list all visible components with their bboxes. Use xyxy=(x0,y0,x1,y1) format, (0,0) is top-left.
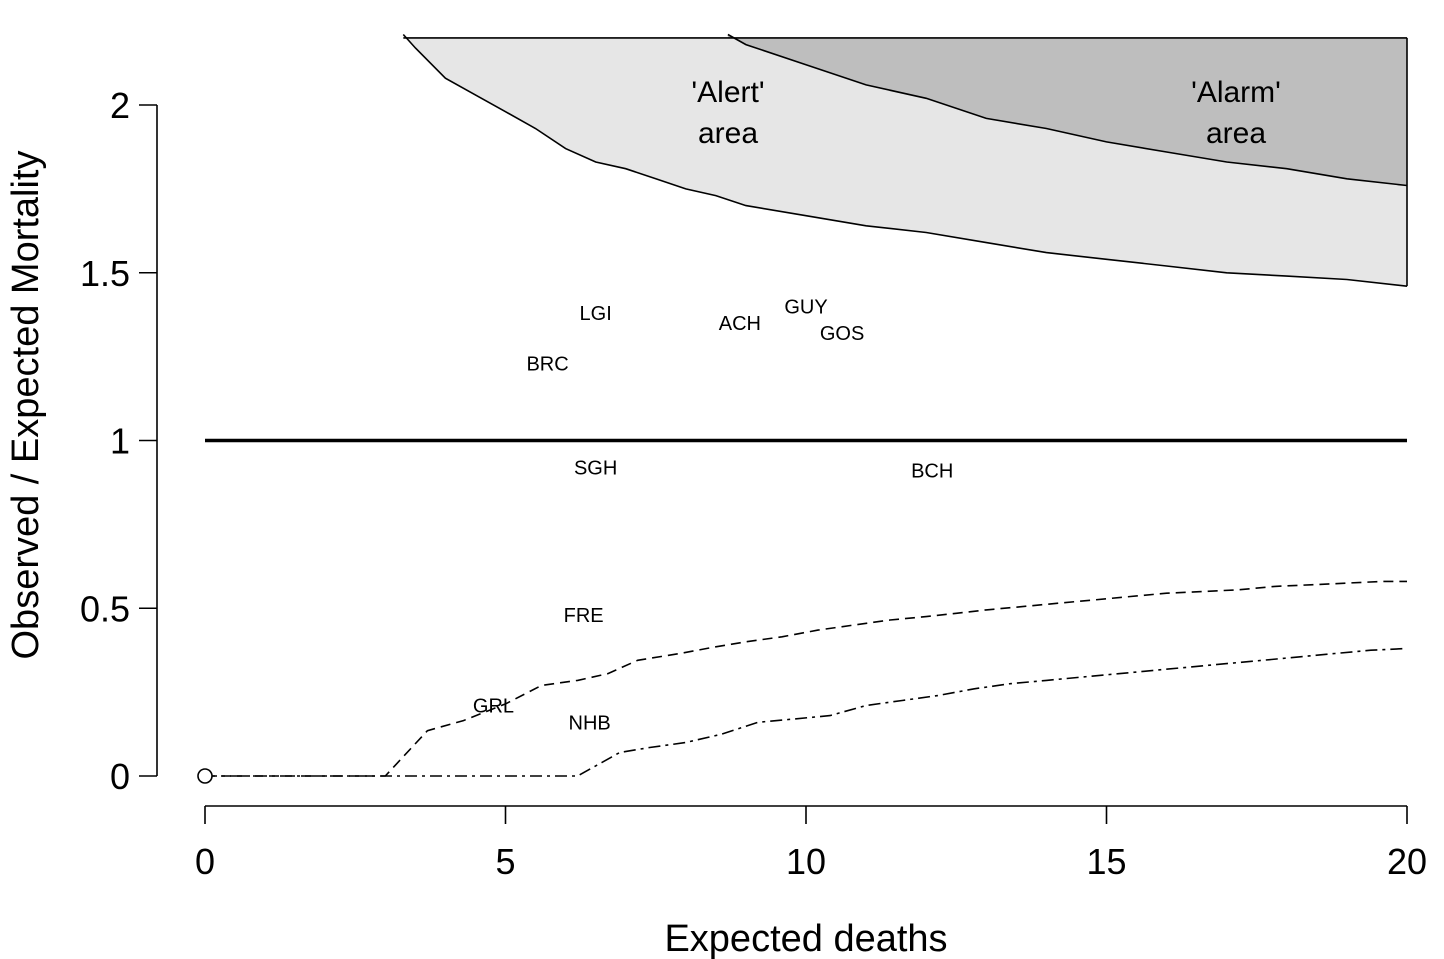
x-tick-label: 20 xyxy=(1387,841,1427,882)
x-axis-title: Expected deaths xyxy=(664,918,947,959)
point-label-sgh: SGH xyxy=(574,457,617,479)
fill-layer xyxy=(403,34,1407,287)
point-label-brc: BRC xyxy=(526,353,568,375)
lower-limit-dotdash-line xyxy=(205,647,1408,777)
origin-point xyxy=(197,768,213,784)
x-tick-label: 0 xyxy=(195,841,215,882)
point-label-gos: GOS xyxy=(820,323,864,345)
alert-area-label-line1: 'Alert' xyxy=(691,76,764,109)
x-tick-label: 10 xyxy=(786,841,826,882)
axes-layer: 00.511.520 5 10 15 20 xyxy=(80,85,1427,882)
y-tick-label: 2 xyxy=(110,85,130,126)
line-layer xyxy=(197,33,1408,784)
x-tick-label: 15 xyxy=(1086,841,1126,882)
point-label-guy: GUY xyxy=(784,296,827,318)
alarm-area-label-line1: 'Alarm' xyxy=(1191,76,1281,109)
label-layer: 'Alert' area 'Alarm' area Expected death… xyxy=(5,76,1281,959)
y-tick-label: 0.5 xyxy=(80,588,130,629)
point-label-fre: FRE xyxy=(564,605,604,627)
alarm-area-label-line2: area xyxy=(1206,117,1266,150)
y-tick-label: 1 xyxy=(110,421,130,462)
point-label-ach: ACH xyxy=(719,313,761,335)
y-tick-label: 0 xyxy=(110,756,130,797)
alarm-boundary-line xyxy=(727,33,1408,187)
alert-boundary-line xyxy=(402,33,1408,287)
y-axis-title: Observed / Expected Mortality xyxy=(5,151,47,660)
point-label-bch: BCH xyxy=(911,461,953,483)
point-label-grl: GRL xyxy=(473,696,514,718)
alarm-area xyxy=(727,34,1407,186)
point-label-lgi: LGI xyxy=(580,303,612,325)
lower-limit-dashed-line xyxy=(205,580,1407,777)
point-label-nhb: NHB xyxy=(569,712,611,734)
x-tick-label: 5 xyxy=(495,841,515,882)
alert-area-label-line2: area xyxy=(698,117,758,150)
y-tick-label: 1.5 xyxy=(80,253,130,294)
